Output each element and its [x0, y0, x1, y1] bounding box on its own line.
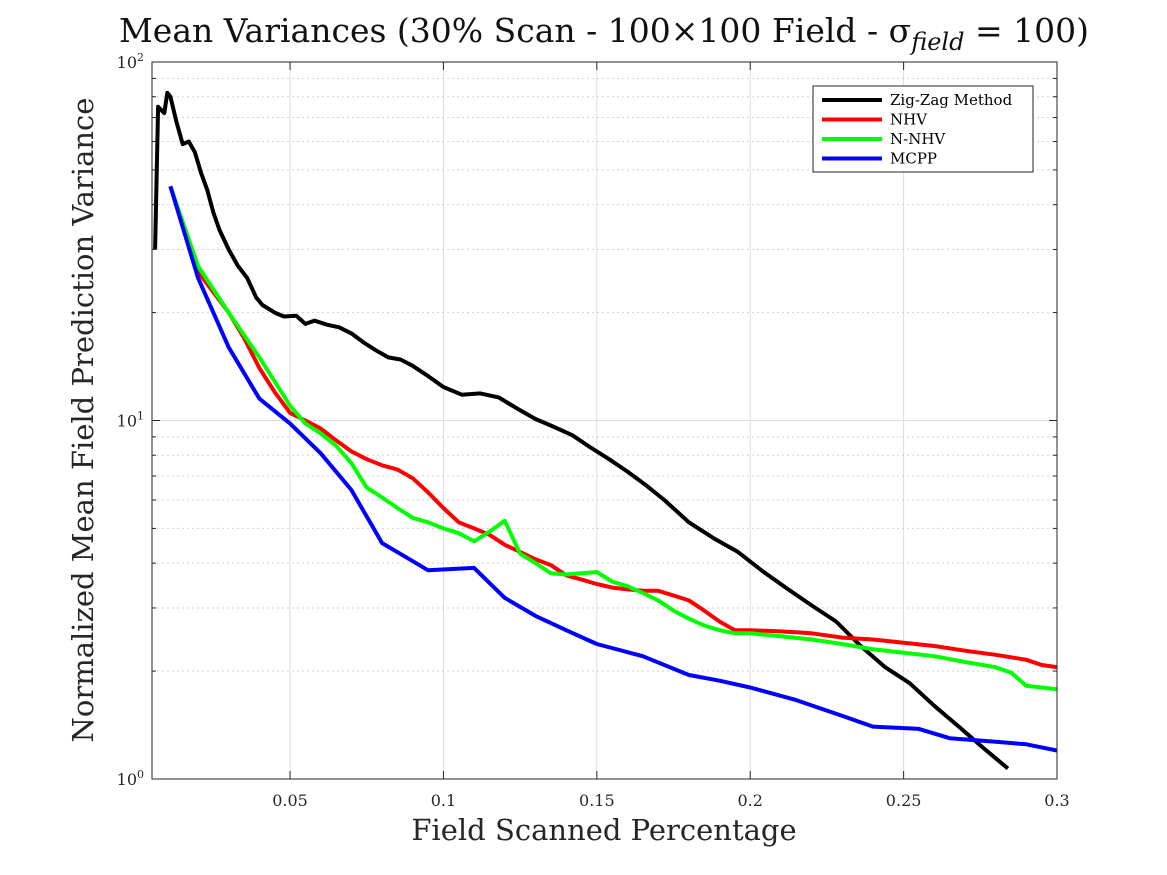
- x-tick-label: 0.3: [1044, 791, 1069, 810]
- x-axis-label: Field Scanned Percentage: [411, 813, 796, 847]
- y-tick-label: 100: [117, 768, 144, 789]
- y-tick-label: 101: [117, 410, 144, 431]
- y-axis-label: Normalized Mean Field Prediction Varianc…: [66, 98, 100, 743]
- series-line-zig-zag-method: [153, 90, 1010, 771]
- x-tick-label: 0.25: [886, 791, 922, 810]
- x-tick-label: 0.15: [579, 791, 615, 810]
- y-tick-exponent: 0: [137, 768, 144, 781]
- y-tick-exponent: 1: [137, 410, 144, 423]
- legend-label-mcpp: MCPP: [890, 150, 937, 168]
- chart-title-subscript: field: [909, 28, 964, 56]
- y-tick-exponent: 2: [137, 51, 144, 64]
- legend-label-n-nhv: N-NHV: [890, 130, 946, 148]
- y-tick-base: 10: [117, 770, 137, 789]
- legend-label-zig-zag-method: Zig-Zag Method: [890, 91, 1013, 109]
- y-tick-base: 10: [117, 53, 137, 72]
- series-layer: [153, 90, 1057, 771]
- series-line-n-nhv: [168, 185, 1057, 692]
- chart-title-end: = 100): [964, 11, 1089, 50]
- y-tick-base: 10: [117, 412, 137, 431]
- x-tick-label: 0.2: [737, 791, 762, 810]
- x-tick-label: 0.05: [272, 791, 308, 810]
- chart-title: Mean Variances (30% Scan - 100×100 Field…: [119, 11, 1089, 56]
- y-tick-label: 102: [117, 51, 144, 72]
- series-line-mcpp: [168, 185, 1057, 753]
- legend-label-nhv: NHV: [890, 111, 928, 129]
- x-tick-label: 0.1: [431, 791, 456, 810]
- series-line-nhv: [168, 185, 1057, 670]
- chart-title-main: Mean Variances (30% Scan - 100×100 Field…: [119, 11, 911, 50]
